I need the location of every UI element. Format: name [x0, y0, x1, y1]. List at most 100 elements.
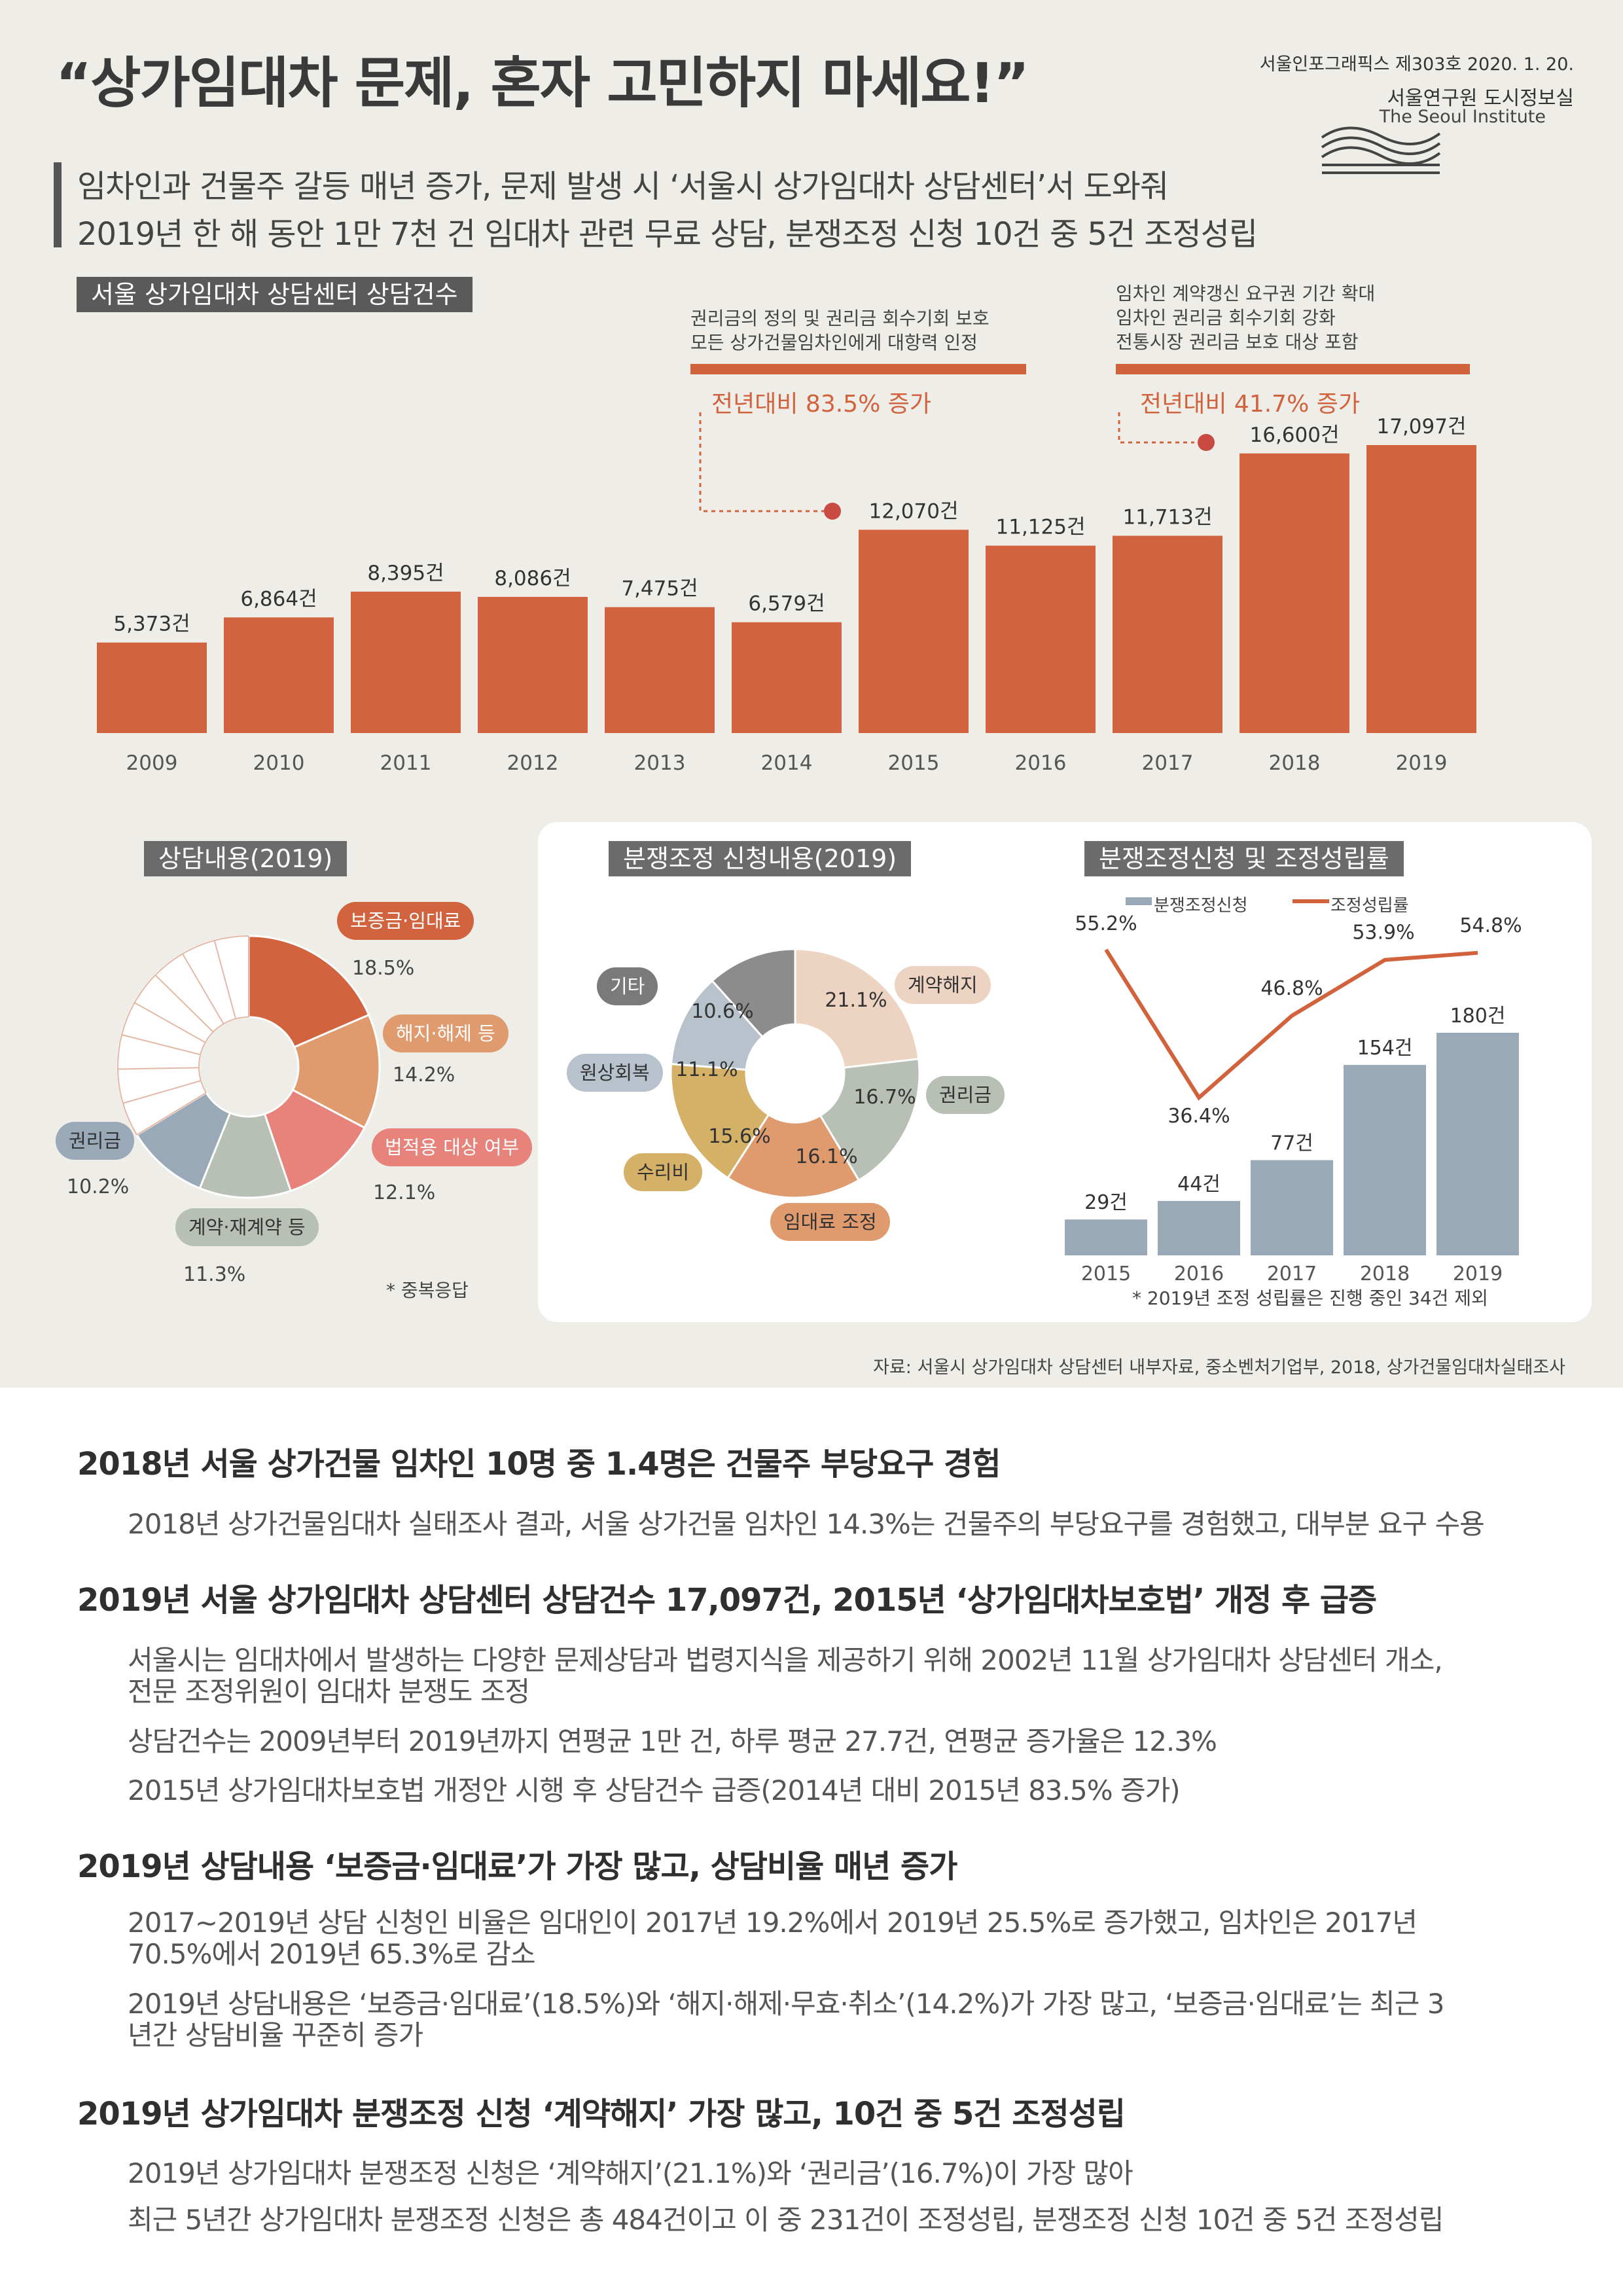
consult-content-donut — [116, 935, 381, 1199]
bar-2018 — [1240, 453, 1349, 733]
dispute-content-title: 분쟁조정 신청내용(2019) — [609, 841, 912, 876]
bar-label-2014: 6,579건 — [748, 592, 825, 616]
pie1-label-premium: 권리금 — [56, 1122, 135, 1160]
annotation-2018-line-3: 전통시장 권리금 보호 대상 포함 — [1116, 331, 1359, 353]
bar-label-2009: 5,373건 — [113, 613, 190, 636]
annotation-2015-marker — [824, 503, 841, 520]
pie1-blank-tick-1 — [122, 1080, 202, 1104]
pie2-slice-1 — [819, 1058, 921, 1182]
bar-label-2019: 17,097건 — [1377, 415, 1467, 439]
pie2-label-premium: 권리금 — [926, 1076, 1005, 1114]
bar-label-2016: 11,125건 — [996, 516, 1086, 539]
pie1-blank-tick-0 — [136, 1092, 207, 1136]
pie1-pct-contract: 11.3% — [183, 1263, 246, 1286]
paragraph-2b: 상담건수는 2009년부터 2019년까지 연평균 1만 건, 하루 평균 27… — [128, 1725, 1217, 1757]
consult-content-title: 상담내용(2019) — [144, 841, 348, 876]
bar-2017 — [1113, 535, 1222, 733]
pie1-slice-2 — [263, 1088, 366, 1193]
pie2-label-repair: 수리비 — [624, 1153, 703, 1191]
paragraph-2a-line-1: 서울시는 임대차에서 발생하는 다양한 문제상담과 법령지식을 제공하기 위해 … — [128, 1644, 1443, 1676]
annotation-2018-line-1: 임차인 계약갱신 요구권 기간 확대 — [1116, 283, 1376, 304]
subtitle-line-2: 2019년 한 해 동안 1만 7천 건 임대차 관련 무료 상담, 분쟁조정 … — [77, 216, 1258, 253]
dispute-bar-2015 — [1065, 1219, 1147, 1255]
pie1-slice-1 — [291, 1013, 381, 1130]
rate-label-2015: 55.2% — [1075, 912, 1137, 935]
rate-label-2018: 53.9% — [1352, 922, 1414, 944]
pie2-slice-5 — [711, 948, 796, 1039]
dispute-bar-2017 — [1251, 1160, 1333, 1255]
consult-bar-chart: 5,373건 2009 6,864건 2010 8,395건 2011 8,086건 2012… — [97, 412, 1476, 775]
pie2-slice-3 — [669, 1063, 770, 1179]
pie1-blank-inner — [198, 1016, 249, 1094]
bar-label-2015: 12,070건 — [869, 499, 959, 523]
subtitle-accent-bar — [54, 162, 62, 247]
bar-2013 — [605, 607, 715, 733]
bar-label-2013: 7,475건 — [621, 577, 698, 601]
legend-bar-label: 분쟁조정신청 — [1154, 896, 1248, 916]
paragraph-2c: 2015년 상가임대차보호법 개정안 시행 후 상담건수 급증(2014년 대비… — [128, 1774, 1181, 1806]
pie1-label-termination: 해지·해제 등 — [383, 1014, 508, 1052]
dispute-x-tick-2017: 2017 — [1267, 1263, 1317, 1285]
paragraph-2a-line-2: 전문 조정위원이 임대차 분쟁도 조정 — [128, 1676, 530, 1708]
source-text: 자료: 서울시 상가임대차 상담센터 내부자료, 중소벤처기업부, 2018, … — [873, 1357, 1565, 1378]
heading-3: 2019년 상담내용 ‘보증금·임대료’가 가장 많고, 상담비율 매년 증가 — [77, 1848, 957, 1885]
pie1-pct-applicability: 12.1% — [373, 1181, 436, 1204]
pie1-pct-premium: 10.2% — [67, 1175, 130, 1198]
bar-2015 — [859, 529, 969, 733]
pie2-pct-2: 16.1% — [795, 1145, 857, 1168]
subtitle-line-1: 임차인과 건물주 갈등 매년 증가, 문제 발생 시 ‘서울시 상가임대차 상담… — [77, 168, 1169, 205]
x-tick-2018: 2018 — [1269, 751, 1321, 775]
x-tick-2010: 2010 — [253, 751, 305, 775]
pie1-pct-termination: 14.2% — [393, 1064, 455, 1086]
institute-name-ko: 서울연구원 도시정보실 — [1387, 87, 1574, 110]
paragraph-4b: 최근 5년간 상가임대차 분쟁조정 신청은 총 484건이고 이 중 231건이… — [128, 2204, 1444, 2236]
bar-2012 — [478, 596, 588, 733]
paragraph-1: 2018년 상가건물임대차 실태조사 결과, 서울 상가건물 임차인 14.3%… — [128, 1508, 1485, 1540]
annotation-2015-connector — [699, 412, 826, 512]
bar-2019 — [1366, 445, 1476, 733]
paragraph-3b-line-2: 년간 상담비율 꾸준히 증가 — [128, 2019, 423, 2051]
x-tick-2009: 2009 — [126, 751, 178, 775]
rate-label-2019: 54.8% — [1459, 914, 1522, 937]
bar-label-2017: 11,713건 — [1123, 506, 1213, 529]
pie2-slice-4 — [669, 979, 764, 1071]
pie1-slice-0 — [247, 935, 370, 1049]
paragraph-3a-line-2: 70.5%에서 2019년 65.3%로 감소 — [128, 1938, 536, 1970]
pie2-slice-0 — [794, 948, 920, 1069]
pie1-label-applicability: 법적용 대상 여부 — [372, 1128, 533, 1166]
pie1-label-contract: 계약·재계약 등 — [175, 1208, 319, 1246]
pie2-pct-3: 15.6% — [708, 1125, 770, 1148]
x-tick-2011: 2011 — [380, 751, 432, 775]
bar-label-2010: 6,864건 — [240, 587, 317, 611]
pie2-pct-1: 16.7% — [853, 1086, 916, 1109]
pie1-blank-outer — [117, 935, 249, 1136]
pie1-note: * 중복응답 — [386, 1280, 469, 1301]
dispute-x-tick-2019: 2019 — [1453, 1263, 1503, 1285]
page-title: “상가임대차 문제, 혼자 고민하지 마세요!” — [56, 51, 1029, 115]
x-tick-2019: 2019 — [1396, 751, 1448, 775]
bar-2010 — [224, 617, 334, 733]
annotation-2018-pct: 전년대비 41.7% 증가 — [1140, 391, 1360, 418]
institute-name-en: The Seoul Institute — [1379, 107, 1546, 127]
pie1-blank-tick-3 — [121, 1034, 201, 1056]
legend-line-swatch — [1293, 899, 1329, 903]
x-tick-2015: 2015 — [888, 751, 940, 775]
bar-label-2011: 8,395건 — [367, 562, 444, 585]
annotation-2015-pct: 전년대비 83.5% 증가 — [711, 391, 931, 418]
dispute-bar-label-2016: 44건 — [1177, 1173, 1221, 1196]
x-tick-2013: 2013 — [634, 751, 686, 775]
pie2-label-restoration: 원상회복 — [567, 1054, 663, 1092]
pie1-blank-tick-7 — [213, 940, 237, 1019]
dispute-bar-label-2017: 77건 — [1270, 1132, 1313, 1155]
pie2-label-other: 기타 — [597, 967, 658, 1005]
bar-2014 — [732, 622, 842, 733]
rate-line — [1104, 948, 1478, 1101]
legend-line-label: 조정성립률 — [1330, 896, 1409, 916]
heading-4: 2019년 상가임대차 분쟁조정 신청 ‘계약해지’ 가장 많고, 10건 중 … — [77, 2096, 1126, 2132]
annotation-2018-marker — [1198, 434, 1215, 451]
dispute-content-donut: 21.1% 16.7% 16.1% 15.6% 11.1% 10.6% — [669, 948, 921, 1199]
pie2-pct-0: 21.1% — [825, 989, 887, 1012]
pie1-pct-deposit: 18.5% — [352, 957, 415, 980]
dispute-bar-label-2018: 154건 — [1357, 1037, 1413, 1060]
pie1-blank-tick-5 — [154, 975, 214, 1033]
